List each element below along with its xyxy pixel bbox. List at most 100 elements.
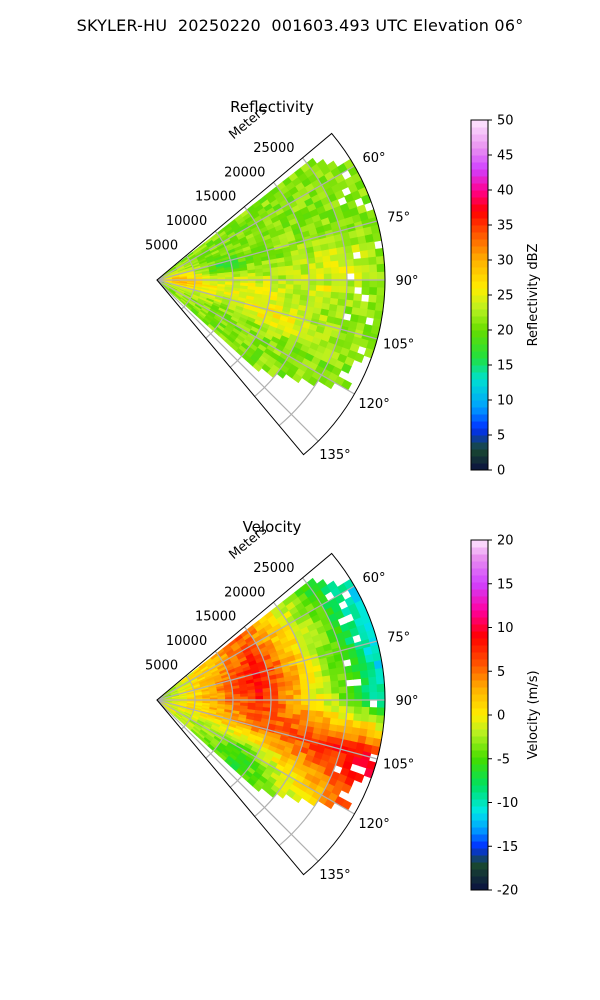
reflectivity-cell xyxy=(291,373,303,384)
reflectivity-colorbar-swatch xyxy=(471,316,488,324)
reflectivity-cell xyxy=(360,257,370,267)
reflectivity-cell xyxy=(285,284,295,290)
reflectivity-grid xyxy=(156,157,385,442)
velocity-cell xyxy=(368,714,378,724)
velocity-colorbar-swatch xyxy=(471,547,488,555)
reflectivity-colorbar-tick-label: 35 xyxy=(497,219,514,234)
reflectivity-colorbar-swatch xyxy=(471,407,488,415)
velocity-cell xyxy=(323,693,333,701)
reflectivity-azimuth-spoke xyxy=(156,279,378,340)
reflectivity-colorbar-swatch xyxy=(471,456,488,464)
reflectivity-cell xyxy=(368,287,378,296)
velocity-cell xyxy=(331,693,340,701)
velocity-azimuth-spoke xyxy=(156,699,355,815)
velocity-range-label: 5000 xyxy=(145,659,178,674)
velocity-cell xyxy=(338,699,348,707)
velocity-cell xyxy=(330,711,340,720)
reflectivity-range-label: 25000 xyxy=(253,141,294,156)
velocity-cell xyxy=(307,682,317,690)
velocity-colorbar-tick-label: -10 xyxy=(497,796,518,811)
velocity-cell xyxy=(367,721,377,732)
velocity-range-ring xyxy=(278,577,348,847)
velocity-cell xyxy=(361,706,371,716)
velocity-cell xyxy=(300,689,310,696)
velocity-cell xyxy=(346,685,355,694)
reflectivity-cell xyxy=(338,266,348,274)
reflectivity-colorbar-swatch xyxy=(471,253,488,261)
velocity-cell xyxy=(359,670,369,679)
reflectivity-cell xyxy=(300,284,310,291)
velocity-cell xyxy=(314,676,324,684)
velocity-colorbar-swatch xyxy=(471,813,488,821)
velocity-cell xyxy=(353,713,363,722)
reflectivity-cell xyxy=(308,279,317,286)
velocity-colorbar-swatch xyxy=(471,743,488,751)
velocity-colorbar-swatch xyxy=(471,806,488,814)
velocity-cell xyxy=(285,699,295,706)
velocity-colorbar-tick-label: 10 xyxy=(497,621,514,636)
page-title: SKYLER-HU 20250220 001603.493 UTC Elevat… xyxy=(76,16,524,35)
reflectivity-cell xyxy=(376,279,386,289)
reflectivity-colorbar-swatch xyxy=(471,281,488,289)
reflectivity-azimuth-spoke xyxy=(156,165,355,281)
reflectivity-colorbar-swatch xyxy=(471,449,488,457)
reflectivity-cell xyxy=(346,286,355,295)
reflectivity-cell xyxy=(322,261,332,269)
reflectivity-colorbar-swatch xyxy=(471,288,488,296)
velocity-cell xyxy=(331,699,340,707)
velocity-cell xyxy=(368,684,378,693)
reflectivity-cell xyxy=(366,241,376,251)
velocity-colorbar-swatch xyxy=(471,855,488,863)
reflectivity-azimuth-spoke xyxy=(156,279,355,395)
reflectivity-cell xyxy=(338,279,348,287)
reflectivity-cell xyxy=(323,273,333,281)
velocity-azimuth-label: 75° xyxy=(387,630,410,645)
reflectivity-cell xyxy=(278,279,287,285)
velocity-cell xyxy=(346,692,355,701)
velocity-cell xyxy=(359,721,369,730)
reflectivity-cell xyxy=(300,269,310,276)
velocity-cell xyxy=(353,685,363,694)
reflectivity-colorbar-tick-label: 45 xyxy=(497,149,514,164)
reflectivity-cell xyxy=(353,352,365,363)
reflectivity-cell xyxy=(285,270,295,276)
velocity-colorbar-swatch xyxy=(471,799,488,807)
reflectivity-cell xyxy=(359,250,369,259)
reflectivity-range-label: 20000 xyxy=(224,165,265,180)
reflectivity-cell xyxy=(338,273,348,281)
reflectivity-cell xyxy=(376,271,386,281)
velocity-cell xyxy=(322,681,332,689)
reflectivity-colorbar-tick-label: 5 xyxy=(497,429,505,444)
reflectivity-range-label: 5000 xyxy=(145,239,178,254)
velocity-colorbar-label: Velocity (m/s) xyxy=(526,670,541,759)
velocity-cell xyxy=(331,705,340,714)
velocity-cell xyxy=(308,699,317,706)
reflectivity-cell xyxy=(315,285,325,293)
velocity-colorbar-swatch xyxy=(471,582,488,590)
reflectivity-colorbar-swatch xyxy=(471,428,488,436)
reflectivity-colorbar-swatch xyxy=(471,267,488,275)
velocity-cell xyxy=(247,692,257,698)
velocity-cell xyxy=(353,706,363,715)
velocity-cell xyxy=(341,783,352,794)
reflectivity-cell xyxy=(262,279,272,285)
reflectivity-cell xyxy=(361,264,371,274)
reflectivity-title: Reflectivity xyxy=(230,98,314,116)
reflectivity-azimuth-label: 90° xyxy=(395,274,418,289)
velocity-colorbar-swatch xyxy=(471,869,488,877)
velocity-colorbar-swatch xyxy=(471,820,488,828)
velocity-cell xyxy=(323,687,333,695)
reflectivity-colorbar-swatch xyxy=(471,414,488,422)
velocity-cell xyxy=(300,683,309,691)
reflectivity-colorbar-swatch xyxy=(471,393,488,401)
reflectivity-colorbar-swatch xyxy=(471,309,488,317)
reflectivity-colorbar-swatch xyxy=(471,197,488,205)
velocity-grid xyxy=(156,577,385,862)
reflectivity-cell xyxy=(277,270,287,277)
reflectivity-colorbar-swatch xyxy=(471,204,488,212)
reflectivity-colorbar-swatch xyxy=(471,169,488,177)
velocity-range-ring xyxy=(254,601,310,817)
velocity-cell xyxy=(338,686,348,694)
reflectivity-colorbar-swatch xyxy=(471,344,488,352)
reflectivity-range-ring xyxy=(205,230,234,339)
